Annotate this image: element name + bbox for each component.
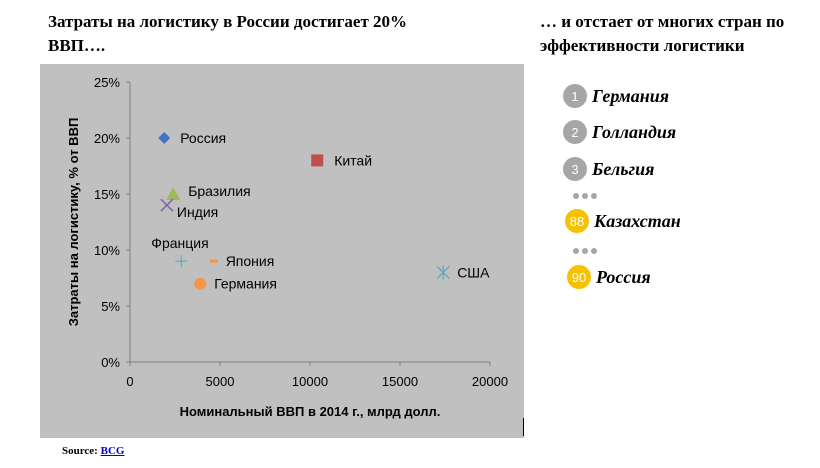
point-label: Бразилия bbox=[188, 183, 250, 199]
point-marker bbox=[160, 198, 174, 212]
chart-edge-line bbox=[523, 418, 524, 436]
rank-item-2: 2 Голландия bbox=[563, 120, 676, 144]
y-tick-label: 10% bbox=[94, 243, 120, 258]
x-tick-label: 5000 bbox=[206, 374, 235, 389]
rank-badge: 90 bbox=[567, 265, 591, 289]
rank-item-1: 1 Германия bbox=[563, 84, 669, 108]
x-tick-label: 15000 bbox=[382, 374, 418, 389]
point-label: Франция bbox=[151, 235, 208, 251]
point-marker bbox=[436, 265, 450, 280]
x-tick-label: 20000 bbox=[472, 374, 508, 389]
point-label: Китай bbox=[334, 152, 372, 168]
source-prefix: Source: bbox=[62, 445, 101, 457]
x-tick-label: 0 bbox=[126, 374, 133, 389]
left-title: Затраты на логистику в России достигает … bbox=[48, 12, 408, 55]
rank-country: Россия bbox=[596, 266, 651, 287]
right-title: … и отстает от многих стран по эффективн… bbox=[540, 12, 785, 55]
rank-badge: 2 bbox=[563, 120, 587, 144]
point-marker bbox=[166, 187, 181, 200]
ellipsis-dots bbox=[573, 193, 597, 199]
rank-country: Казахстан bbox=[594, 210, 681, 231]
rank-item-88: 88 Казахстан bbox=[565, 209, 681, 233]
y-tick-label: 15% bbox=[94, 187, 120, 202]
rank-country: Голландия bbox=[592, 121, 677, 142]
point-label: Япония bbox=[226, 253, 275, 269]
chart-svg: 0% 5% 10% 15% 20% 25% 0 5000 10000 15000 20000 Номи… bbox=[66, 75, 508, 419]
point-marker bbox=[158, 132, 171, 144]
rank-badge: 1 bbox=[563, 84, 587, 108]
source-note: Source: BCG bbox=[62, 445, 124, 457]
rank-item-90: 90 Россия bbox=[567, 265, 651, 289]
point-marker bbox=[175, 255, 188, 268]
source-link[interactable]: BCG bbox=[100, 445, 125, 457]
x-tick-label: 10000 bbox=[292, 374, 328, 389]
rank-country: Германия bbox=[592, 85, 670, 106]
rank-item-3: 3 Бельгия bbox=[563, 157, 654, 181]
point-label: США bbox=[457, 264, 490, 280]
y-tick-label: 0% bbox=[101, 355, 120, 370]
ellipsis-dots bbox=[573, 248, 597, 254]
y-tick-label: 25% bbox=[94, 75, 120, 90]
point-label: Индия bbox=[177, 204, 218, 220]
point-marker bbox=[194, 277, 207, 290]
point-marker bbox=[311, 154, 324, 167]
point-marker bbox=[209, 259, 218, 263]
point-label: Россия bbox=[180, 130, 226, 146]
rank-country: Бельгия bbox=[592, 158, 655, 179]
point-label: Германия bbox=[214, 276, 277, 292]
rank-badge: 88 bbox=[565, 209, 589, 233]
rank-badge: 3 bbox=[563, 157, 587, 181]
scatter-chart: 0% 5% 10% 15% 20% 25% 0 5000 10000 15000 20000 Номи… bbox=[40, 64, 524, 438]
y-tick-label: 5% bbox=[101, 299, 120, 314]
x-axis-title: Номинальный ВВП в 2014 г., млрд долл. bbox=[180, 404, 441, 419]
y-tick-label: 20% bbox=[94, 131, 120, 146]
y-axis-title: Затраты на логистику, % от ВВП bbox=[66, 118, 81, 327]
